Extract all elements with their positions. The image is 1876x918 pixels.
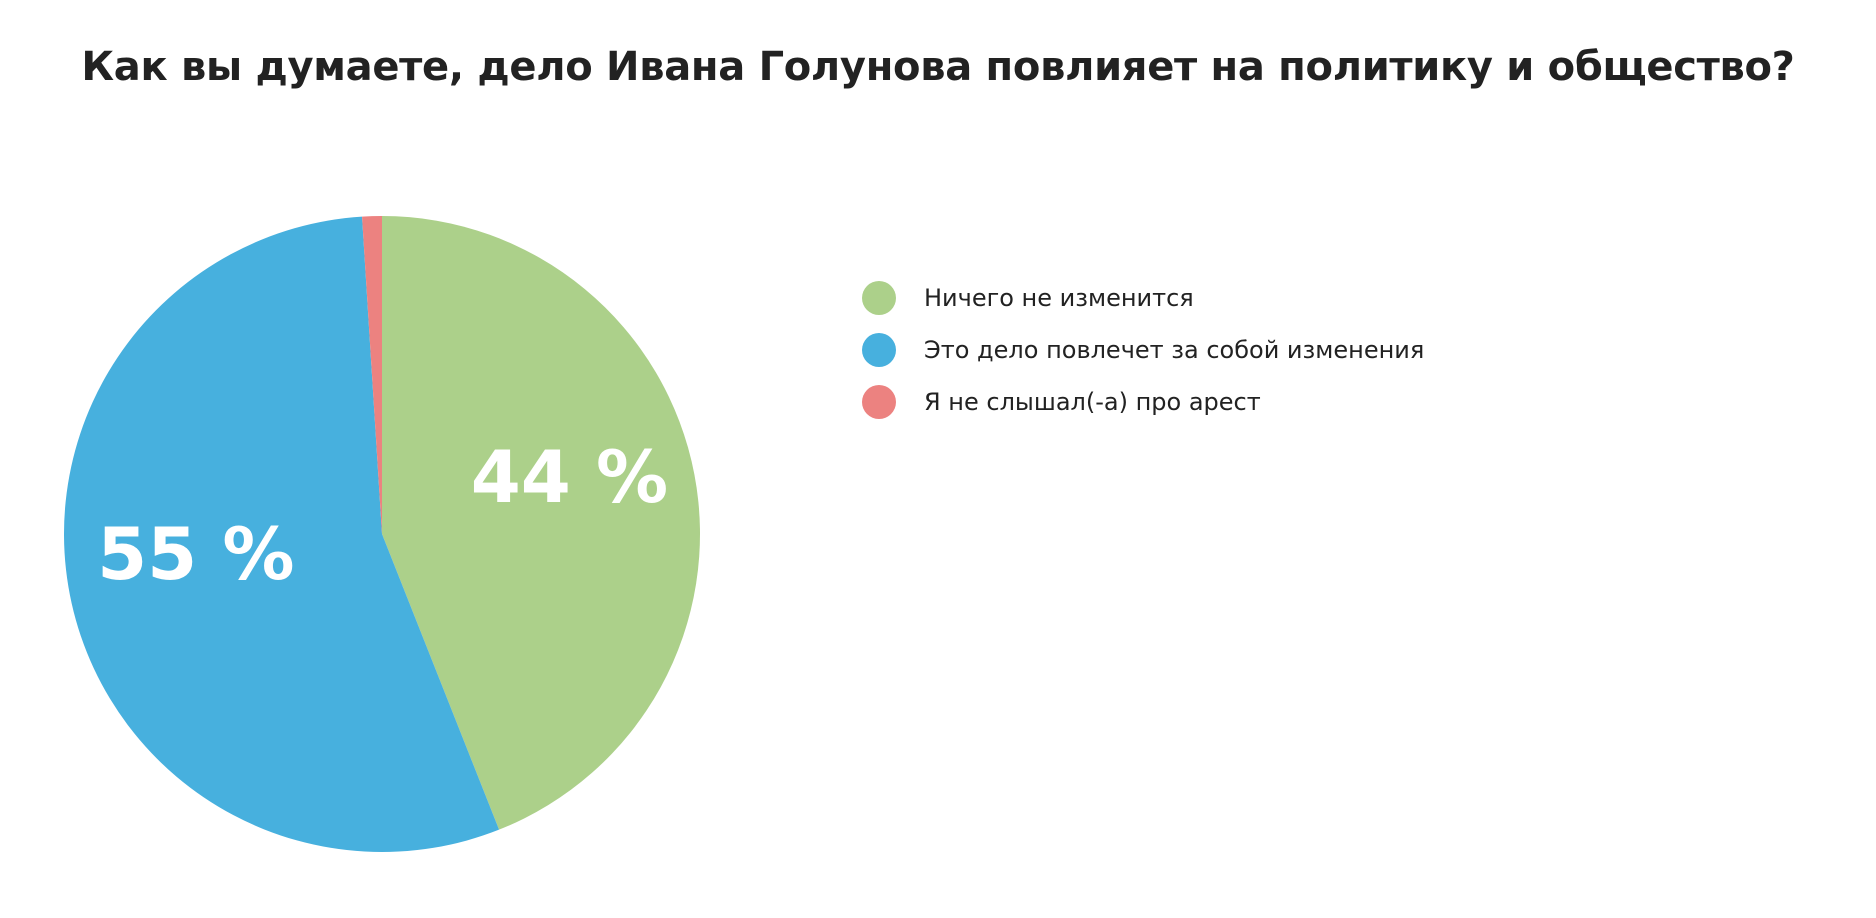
pie-data-label-2: 55 % <box>97 512 294 596</box>
legend-label: Ничего не изменится <box>924 284 1194 312</box>
legend-label: Это дело повлечет за собой изменения <box>924 336 1425 364</box>
legend-label: Я не слышал(-а) про арест <box>924 388 1261 416</box>
chart-legend: Ничего не изменится Это дело повлечет за … <box>862 272 1424 428</box>
pie-slice-1 <box>382 216 700 830</box>
pie-data-label-1: 44 % <box>471 435 668 519</box>
pie-slice-3 <box>362 216 382 534</box>
legend-item-1: Ничего не изменится <box>862 272 1424 324</box>
legend-item-2: Это дело повлечет за собой изменения <box>862 324 1424 376</box>
chart-title: Как вы думаете, дело Ивана Голунова повл… <box>81 44 1795 90</box>
legend-swatch <box>862 281 896 315</box>
legend-item-3: Я не слышал(-а) про арест <box>862 376 1424 428</box>
pie-slice-2 <box>63 216 500 853</box>
legend-swatch <box>862 333 896 367</box>
legend-swatch <box>862 385 896 419</box>
